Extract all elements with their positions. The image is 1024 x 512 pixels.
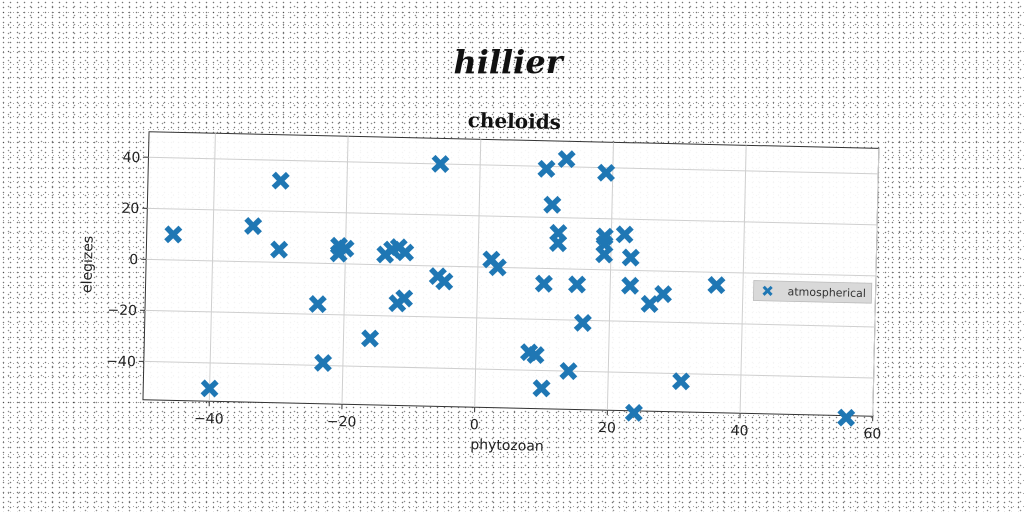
x-tick-label: 0 (470, 417, 479, 433)
data-point (270, 240, 289, 259)
data-point (559, 362, 578, 381)
y-tick-label: 40 (122, 150, 140, 166)
data-point (336, 239, 355, 258)
data-point (654, 285, 673, 304)
y-tick-label: −20 (107, 303, 137, 320)
plot-frame (142, 131, 880, 417)
axis-ticks: −40 −20 0 20 40 60 −40 −20 0 20 40 (106, 150, 881, 443)
x-grid-line (341, 136, 349, 405)
legend-marker-x-icon (762, 285, 773, 296)
legend-x-icon (762, 285, 773, 296)
data-point (543, 195, 562, 214)
y-grid-line (148, 156, 879, 175)
data-point (313, 353, 333, 373)
y-tick-label: 0 (129, 252, 138, 268)
data-markers (164, 150, 856, 427)
data-point (595, 245, 614, 264)
x-grid-line (474, 139, 482, 408)
data-point (271, 171, 290, 190)
data-point (308, 295, 327, 314)
x-grid-line (872, 148, 880, 417)
data-point (621, 276, 640, 295)
chart-title: cheloids (468, 108, 562, 134)
data-point (837, 408, 856, 427)
data-point (549, 234, 568, 253)
data-point (200, 379, 219, 398)
data-point (557, 150, 576, 169)
y-axis-label: elegizes (79, 236, 96, 294)
x-tick-label: −40 (194, 411, 224, 428)
data-point (597, 163, 616, 182)
x-axis-label: phytozoan (470, 437, 544, 455)
data-point (244, 216, 263, 236)
data-point (707, 276, 726, 295)
y-tick-label: −40 (106, 354, 136, 371)
y-grid-line (144, 309, 875, 328)
x-grid-line (208, 133, 216, 402)
x-grid-line (606, 142, 614, 411)
legend: atmospherical (752, 280, 873, 304)
y-grid-line (147, 207, 878, 226)
data-point (395, 289, 414, 308)
y-grid-line (143, 360, 874, 379)
legend-box (752, 280, 873, 304)
data-point (573, 313, 592, 332)
plot-area: −40 −20 0 20 40 60 −40 −20 0 20 40 cheloids phytoz… (79, 108, 881, 455)
y-tick-label: 20 (121, 201, 139, 217)
x-tick-label: 20 (598, 420, 616, 436)
data-point (360, 329, 380, 348)
x-grid-line (739, 145, 747, 414)
data-point (534, 274, 553, 293)
data-point (526, 345, 545, 365)
y-grid-line (146, 258, 876, 277)
data-point (615, 225, 634, 244)
grid-lines (143, 133, 880, 417)
x-tick-label: −20 (327, 414, 357, 431)
x-tick-label: 40 (731, 423, 749, 439)
data-point (488, 258, 507, 277)
data-point (431, 154, 450, 173)
data-point (624, 403, 643, 422)
data-point (640, 294, 659, 314)
legend-entry-label: atmospherical (787, 285, 866, 300)
data-point (532, 379, 551, 398)
x-tick-label: 60 (863, 426, 881, 442)
data-point (537, 159, 556, 178)
data-point (567, 275, 587, 294)
data-point (672, 372, 691, 391)
data-point (396, 243, 415, 262)
data-point (164, 225, 183, 244)
chart-suptitle: hillier (453, 43, 564, 81)
data-point (435, 272, 454, 291)
data-point (621, 248, 640, 267)
